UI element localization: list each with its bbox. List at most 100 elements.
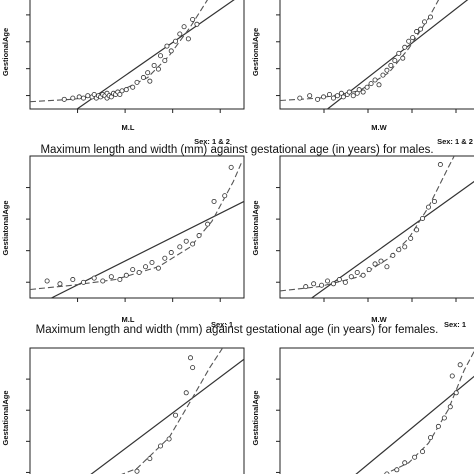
data-point (151, 62, 157, 68)
data-point (185, 36, 191, 42)
data-point (420, 215, 426, 221)
data-point (321, 94, 327, 100)
data-point (85, 93, 91, 99)
data-point (326, 91, 332, 97)
sex-label: Sex: 1 (444, 320, 466, 329)
data-point (205, 221, 211, 227)
data-point (346, 89, 352, 95)
linear-fit-line (355, 375, 474, 474)
data-point (418, 26, 424, 32)
data-point (336, 277, 342, 283)
x-axis-label: M.L (122, 123, 135, 132)
data-point (319, 282, 325, 288)
plot-area (30, 161, 244, 298)
data-point (194, 21, 200, 27)
data-point (410, 35, 416, 41)
data-point (408, 235, 414, 241)
data-point (149, 259, 155, 265)
data-point (91, 275, 97, 281)
data-point (168, 48, 174, 54)
y-axis-label: GestiatonalAge (1, 200, 10, 255)
data-point (366, 267, 372, 273)
data-point (380, 72, 386, 78)
data-point (330, 95, 336, 101)
data-point (147, 456, 153, 462)
y-axis-label: GestationalAge (1, 390, 10, 445)
curve-fit-line (383, 350, 474, 474)
data-point (384, 264, 390, 270)
data-point (297, 95, 303, 101)
data-point (396, 247, 402, 253)
data-point (145, 70, 151, 76)
plot-area (90, 348, 244, 474)
data-point (348, 274, 354, 280)
sex-label: Sex: 1 & 2 (437, 137, 473, 146)
data-point (155, 265, 161, 271)
plot-area (355, 350, 474, 474)
data-point (177, 31, 183, 37)
y-axis-label: GestionalAge (251, 28, 260, 76)
data-point (449, 373, 455, 379)
panel-row1-right: M.W Sex: 1 & 2 GestionalAge (251, 0, 474, 146)
data-point (162, 255, 168, 261)
data-point (360, 272, 366, 278)
data-point (441, 415, 447, 421)
data-point (453, 390, 459, 396)
data-point (303, 284, 309, 290)
curve-fit-line (30, 0, 209, 103)
data-point (183, 390, 189, 396)
panel-row1-left: M.L Sex: 1 & 2 GestionalAge (1, 0, 245, 146)
linear-fit-line (327, 0, 469, 109)
data-point (173, 38, 179, 44)
data-point (173, 412, 179, 418)
data-point (61, 96, 67, 102)
data-point (414, 227, 420, 233)
data-point (158, 443, 164, 449)
data-point (368, 81, 374, 87)
curve-fit-line (30, 161, 243, 291)
data-point (183, 238, 189, 244)
data-point (422, 19, 428, 25)
data-point (437, 162, 443, 168)
plot-frame (279, 347, 474, 474)
data-point (108, 94, 114, 100)
panel-row2-left: M.L Sex: 1 GestiatonalAge (1, 155, 245, 329)
data-point (228, 164, 234, 170)
data-point (396, 50, 402, 56)
data-point (119, 88, 125, 94)
data-point (123, 87, 129, 93)
data-point (108, 274, 114, 280)
data-point (117, 91, 123, 97)
curve-fit-line (121, 348, 224, 474)
y-axis-label: GestionalAge (1, 28, 10, 76)
data-point (100, 278, 106, 284)
plot-frame (279, 155, 474, 299)
data-point (394, 467, 400, 473)
plot-frame (279, 0, 474, 110)
data-point (57, 281, 63, 287)
plot-area (280, 0, 469, 109)
data-point (168, 250, 174, 256)
x-axis-label: M.W (371, 315, 387, 324)
data-point (402, 244, 408, 250)
data-point (372, 261, 378, 267)
curve-fit-line (280, 0, 440, 102)
data-point (425, 204, 431, 210)
data-point (402, 44, 408, 50)
data-point (330, 281, 336, 287)
data-point (164, 43, 170, 49)
data-point (70, 277, 76, 283)
data-point (427, 14, 433, 20)
data-point (457, 362, 463, 368)
data-point (372, 77, 378, 83)
data-point (81, 95, 87, 101)
data-point (190, 365, 196, 371)
data-point (400, 55, 406, 61)
data-point (76, 94, 82, 100)
data-point (378, 258, 384, 264)
sex-label: Sex: 1 (211, 320, 233, 329)
data-point (158, 53, 164, 59)
panel-row2-right: M.W Sex: 1 GestiatonalAge (251, 155, 474, 329)
data-point (412, 454, 418, 460)
